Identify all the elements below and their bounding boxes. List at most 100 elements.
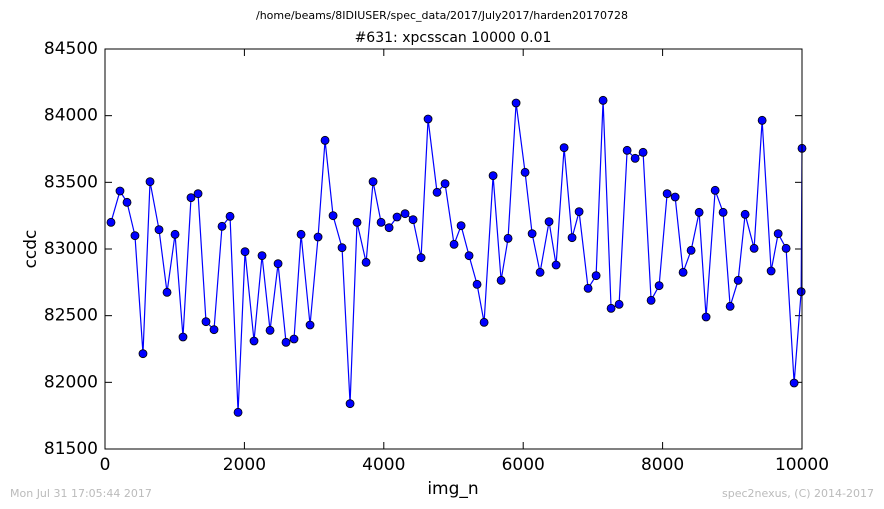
data-point (209, 325, 219, 335)
data-point (789, 378, 799, 388)
data-point (464, 251, 474, 261)
data-point (138, 349, 148, 359)
data-point (670, 192, 680, 202)
data-point (598, 95, 608, 105)
data-point (591, 271, 601, 281)
data-point (749, 243, 759, 253)
data-point (718, 207, 728, 217)
data-point (392, 212, 402, 222)
data-point (201, 317, 211, 327)
data-point (535, 267, 545, 277)
data-point (384, 223, 394, 233)
data-point (614, 299, 624, 309)
x-tick-label: 0 (100, 455, 111, 475)
data-point (320, 135, 330, 145)
data-point (240, 247, 250, 257)
data-point (145, 177, 155, 187)
data-point (337, 243, 347, 253)
data-point (122, 197, 132, 207)
data-point (170, 229, 180, 239)
data-point (416, 253, 426, 263)
data-point (559, 143, 569, 153)
data-point (740, 209, 750, 219)
footer-credit: spec2nexus, (C) 2014-2017 (722, 487, 874, 500)
data-point (630, 153, 640, 163)
data-point (217, 221, 227, 231)
chart-header: /home/beams/8IDIUSER/spec_data/2017/July… (256, 9, 628, 22)
data-point (273, 259, 283, 269)
data-point (130, 231, 140, 241)
data-point (701, 312, 711, 322)
data-point (511, 98, 521, 108)
data-point (574, 207, 584, 217)
data-point (638, 147, 648, 157)
data-point (154, 225, 164, 235)
data-point (583, 283, 593, 293)
data-point (233, 407, 243, 417)
y-tick-label: 83000 (44, 239, 98, 259)
data-point (694, 207, 704, 217)
y-tick-label: 83500 (44, 172, 98, 192)
data-point (733, 275, 743, 285)
data-point (423, 114, 433, 124)
data-point (551, 260, 561, 270)
data-point (265, 325, 275, 335)
data-point (725, 301, 735, 311)
x-tick-label: 4000 (362, 455, 405, 475)
data-point (115, 186, 125, 196)
data-point (757, 115, 767, 125)
y-axis-label: ccdc (21, 230, 41, 269)
y-tick-label: 84500 (44, 39, 98, 59)
data-point (225, 211, 235, 221)
data-point (472, 279, 482, 289)
x-axis-label: img_n (427, 479, 478, 499)
data-point (622, 145, 632, 155)
data-point (527, 229, 537, 239)
data-point (305, 320, 315, 330)
data-point (352, 217, 362, 227)
data-point (606, 303, 616, 313)
data-point (520, 167, 530, 177)
data-point (503, 233, 513, 243)
chart-title: #631: xpcsscan 10000 0.01 (355, 30, 552, 46)
data-point (456, 221, 466, 231)
data-point (289, 334, 299, 344)
data-point (496, 275, 506, 285)
x-tick-label: 6000 (502, 455, 545, 475)
data-point (440, 179, 450, 189)
data-point (662, 189, 672, 199)
data-point (646, 295, 656, 305)
data-point (773, 229, 783, 239)
data-point (186, 193, 196, 203)
data-point (345, 399, 355, 409)
data-point (313, 232, 323, 242)
data-point (567, 233, 577, 243)
data-point (178, 332, 188, 342)
data-point (361, 257, 371, 267)
data-point (106, 217, 116, 227)
x-tick-label: 10000 (775, 455, 829, 475)
data-point (432, 187, 442, 197)
data-point (376, 217, 386, 227)
y-tick-label: 81500 (44, 439, 98, 459)
x-tick-label: 8000 (641, 455, 684, 475)
data-point (796, 287, 806, 297)
data-point (368, 177, 378, 187)
data-point (400, 209, 410, 219)
data-point (162, 287, 172, 297)
y-tick-label: 82500 (44, 306, 98, 326)
data-point (686, 245, 696, 255)
data-point (193, 189, 203, 199)
data-point (449, 239, 459, 249)
y-tick-label: 82000 (44, 372, 98, 392)
x-tick-label: 2000 (223, 455, 266, 475)
data-point (654, 281, 664, 291)
data-point (257, 251, 267, 261)
data-point (408, 215, 418, 225)
plot-frame (104, 48, 803, 450)
data-point (328, 211, 338, 221)
data-point (678, 267, 688, 277)
data-point (781, 243, 791, 253)
